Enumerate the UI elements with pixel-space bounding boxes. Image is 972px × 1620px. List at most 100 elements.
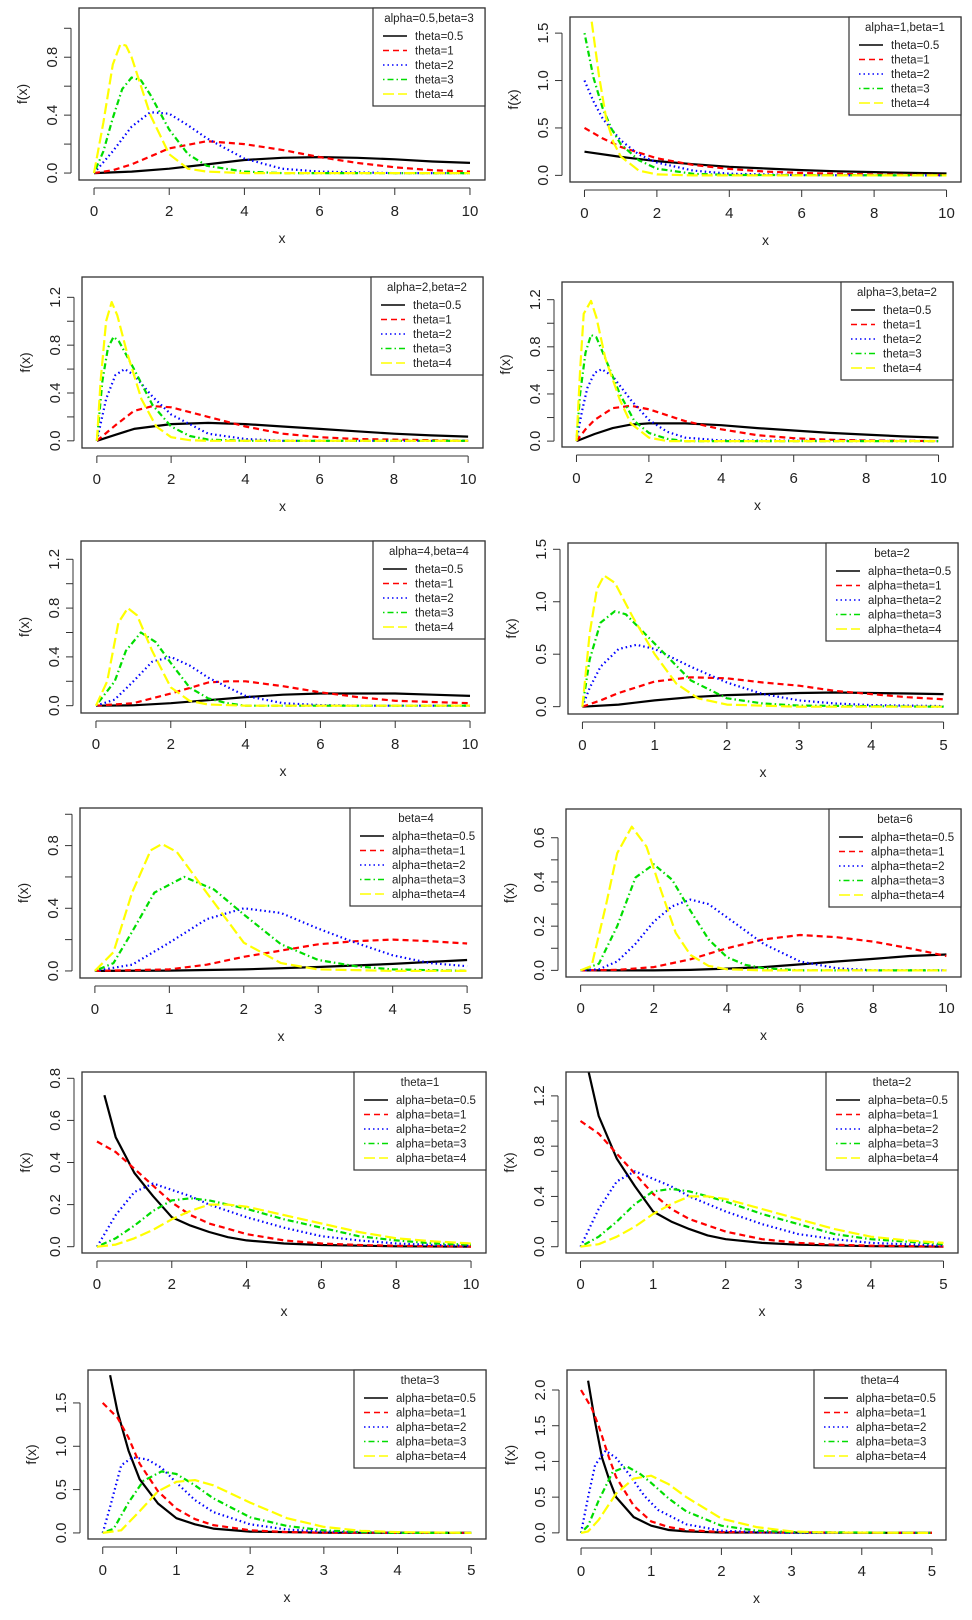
x-tick-label: 4 — [867, 737, 875, 754]
x-tick-label: 0 — [578, 737, 586, 754]
series-line-theta=2 — [95, 368, 469, 442]
legend-label: alpha=beta=0.5 — [856, 1393, 936, 1405]
series-group — [579, 1072, 944, 1248]
y-tick-label: 1.2 — [527, 289, 544, 310]
legend-label: alpha=theta=2 — [868, 595, 942, 607]
series-line-alpha=theta=4 — [581, 574, 944, 708]
legend: alpha=2,beta=2 theta=0.5 theta=1 theta=2 the… — [370, 276, 484, 376]
legend-label: theta=1 — [891, 55, 930, 67]
legend-label: theta=0.5 — [891, 40, 939, 52]
series-group — [96, 1094, 472, 1248]
series-line-alpha=theta=1 — [582, 676, 944, 708]
legend-label: alpha=theta=0.5 — [868, 566, 951, 578]
series-line-alpha=theta=4 — [580, 825, 947, 972]
y-tick-label: 0.0 — [47, 430, 64, 451]
legend: alpha=4,beta=4 theta=0.5 theta=1 theta=2 the… — [372, 540, 486, 640]
legend-box — [349, 807, 483, 907]
legend-label: theta=1 — [415, 46, 454, 58]
series-line-alpha=beta=3 — [580, 1465, 933, 1534]
legend-label: alpha=beta=2 — [396, 1422, 466, 1434]
series-line-alpha=beta=0.5 — [103, 1094, 472, 1248]
panel-12: 0 1 2 3 4 5 x 0.0 0.5 1.0 1.5 2.0 f(x) theta=4 alpha=b… — [502, 1369, 947, 1606]
x-axis-title: x — [760, 764, 767, 780]
x-tick-label: 1 — [647, 1563, 655, 1580]
y-tick-label: 2.0 — [532, 1380, 549, 1401]
legend-label: theta=0.5 — [415, 31, 463, 43]
legend-label: theta=2 — [883, 334, 922, 346]
legend-label: alpha=beta=2 — [868, 1124, 938, 1136]
x-tick-label: 2 — [246, 1562, 254, 1579]
x-axis-title: x — [279, 498, 286, 514]
series-line-alpha=beta=0.5 — [587, 1072, 944, 1248]
series-line-alpha=beta=4 — [580, 1195, 944, 1248]
y-tick-label: 0.0 — [527, 431, 544, 452]
legend-label: alpha=theta=3 — [868, 610, 942, 622]
legend: theta=2 alpha=beta=0.5 alpha=beta=1 alpha=b… — [825, 1071, 959, 1171]
legend-label: theta=1 — [883, 320, 922, 332]
y-axis-title: f(x) — [14, 84, 30, 104]
x-tick-label: 1 — [165, 1001, 173, 1018]
y-tick-label: 0.0 — [531, 960, 548, 981]
x-tick-label: 0 — [572, 470, 580, 487]
legend-title: theta=3 — [401, 1375, 440, 1387]
legend-title: beta=6 — [877, 814, 913, 826]
legend: theta=1 alpha=beta=0.5 alpha=beta=1 alpha=b… — [353, 1071, 487, 1171]
legend-label: theta=3 — [415, 608, 454, 620]
y-tick-label: 0.8 — [46, 598, 63, 619]
y-tick-label: 0.8 — [531, 1136, 548, 1157]
series-line-theta=0.5 — [93, 156, 471, 175]
legend-label: alpha=theta=1 — [868, 581, 942, 593]
series-line-theta=4 — [575, 299, 939, 443]
x-tick-label: 8 — [391, 203, 399, 220]
x-tick-label: 5 — [467, 1562, 475, 1579]
legend-label: alpha=beta=0.5 — [868, 1095, 948, 1107]
y-tick-label: 0.2 — [531, 916, 548, 937]
legend: beta=2 alpha=theta=0.5 alpha=theta=1 alpha=… — [825, 542, 959, 642]
x-tick-label: 1 — [649, 1276, 657, 1293]
legend-label: theta=4 — [883, 363, 922, 375]
legend-label: alpha=beta=4 — [868, 1153, 939, 1165]
series-line-alpha=beta=4 — [102, 1479, 472, 1534]
y-axis-title: f(x) — [501, 1152, 517, 1172]
y-tick-label: 0.8 — [47, 1068, 64, 1089]
legend-title: beta=4 — [398, 813, 434, 825]
x-tick-label: 8 — [392, 1276, 400, 1293]
legend-title: beta=2 — [874, 548, 910, 560]
series-line-theta=2 — [93, 111, 470, 175]
legend-label: theta=2 — [891, 69, 930, 81]
x-axis-title: x — [754, 497, 761, 513]
y-tick-label: 0.0 — [533, 696, 550, 717]
legend-label: alpha=theta=2 — [392, 860, 466, 872]
x-tick-label: 2 — [723, 737, 731, 754]
legend-title: theta=4 — [861, 1375, 900, 1387]
legend-label: theta=4 — [415, 622, 454, 634]
legend-label: theta=4 — [891, 98, 930, 110]
legend-label: alpha=theta=0.5 — [392, 831, 475, 843]
x-tick-label: 0 — [93, 471, 101, 488]
y-tick-label: 0.4 — [46, 646, 63, 667]
y-tick-label: 0.5 — [53, 1479, 70, 1500]
x-tick-label: 6 — [315, 203, 323, 220]
y-axis-title: f(x) — [17, 1152, 33, 1172]
series-line-alpha=theta=3 — [94, 875, 468, 972]
panel-6: 0 1 2 3 4 5 x 0.0 0.5 1.0 1.5 f(x) beta=2 alpha=theta… — [503, 539, 959, 780]
y-axis-title: f(x) — [501, 883, 517, 903]
y-axis-title: f(x) — [17, 352, 33, 372]
series-line-alpha=theta=0.5 — [582, 691, 944, 708]
x-tick-label: 5 — [939, 1276, 947, 1293]
legend-label: alpha=theta=3 — [871, 876, 945, 888]
y-tick-label: 1.2 — [531, 1085, 548, 1106]
panel-1: 0 2 4 6 8 10 x 0.0 0.4 0.8 f(x) alpha=0.5,beta=3 the… — [14, 7, 486, 246]
y-tick-label: 1.0 — [532, 1451, 549, 1472]
legend-label: theta=1 — [413, 315, 452, 327]
panel-4: 0 2 4 6 8 10 x 0.0 0.4 0.8 1.2 f(x) alpha=3,beta=2 th… — [497, 281, 954, 513]
x-axis-title: x — [762, 232, 769, 248]
y-axis-title: f(x) — [16, 617, 32, 637]
x-tick-label: 2 — [240, 1001, 248, 1018]
legend-label: alpha=beta=1 — [868, 1110, 938, 1122]
x-axis-title: x — [281, 1303, 288, 1319]
y-axis-title: f(x) — [505, 89, 521, 109]
y-tick-label: 1.2 — [46, 549, 63, 570]
legend-label: alpha=beta=0.5 — [396, 1393, 476, 1405]
legend-label: alpha=theta=4 — [871, 890, 945, 902]
